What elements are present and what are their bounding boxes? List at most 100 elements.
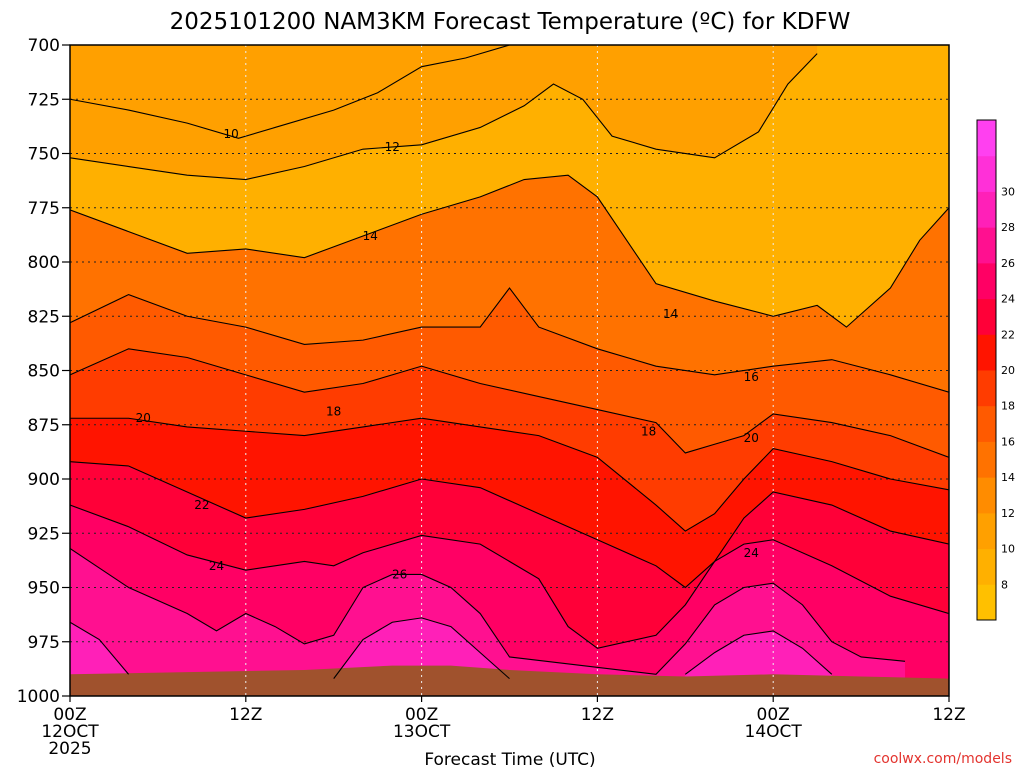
colorbar-label: 10 <box>1001 543 1015 556</box>
colorbar-swatch <box>977 370 996 407</box>
contour-label-text: 22 <box>194 498 209 512</box>
colorbar-label: 16 <box>1001 435 1015 448</box>
contour-label-text: 24 <box>209 559 224 573</box>
colorbar-label: 24 <box>1001 293 1015 306</box>
contour-label: 22 <box>194 498 209 512</box>
contour-label: 20 <box>136 411 151 425</box>
colorbar-swatch <box>977 298 996 335</box>
x-tick-label: 12Z <box>581 705 614 725</box>
contour-20 <box>70 417 949 532</box>
contour-label: 12 <box>385 140 400 154</box>
colorbar-swatch <box>977 477 996 514</box>
contour-label-text: 14 <box>363 229 378 243</box>
contour-22 <box>70 461 949 589</box>
colorbar-frame <box>976 119 997 621</box>
contour-label-text: 20 <box>744 431 759 445</box>
contour-label: 18 <box>641 424 656 438</box>
x-tick-label: 00Z <box>53 705 86 725</box>
x-tick-label: 00Z <box>757 705 790 725</box>
colorbar-label: 8 <box>1001 578 1008 591</box>
contour-26 <box>70 547 906 675</box>
contour-label: 24 <box>744 546 759 560</box>
colorbar-label: 28 <box>1001 221 1015 234</box>
colorbar-swatch <box>977 191 996 228</box>
contour-label-text: 18 <box>641 424 656 438</box>
contour-label: 20 <box>744 431 759 445</box>
colorbar-swatch <box>977 262 996 300</box>
y-tick-label: 800 <box>28 253 60 273</box>
y-tick-label: 950 <box>28 579 60 599</box>
y-tick-label: 850 <box>28 362 60 382</box>
colorbar-label: 22 <box>1001 328 1015 341</box>
y-tick-label: 725 <box>28 90 60 110</box>
contour-24 <box>70 504 949 649</box>
band-12-edge <box>70 45 818 180</box>
contour-lines <box>70 45 949 680</box>
contour-label-text: 14 <box>663 307 678 321</box>
y-tick-label: 975 <box>28 633 60 653</box>
x-tick-label: 12Z <box>932 705 965 725</box>
contour-12 <box>70 53 818 181</box>
credit-link[interactable]: coolwx.com/models <box>874 751 1012 767</box>
x-axis-title: Forecast Time (UTC) <box>424 750 595 768</box>
contour-label-text: 12 <box>385 140 400 154</box>
contour-label-text: 16 <box>744 370 759 384</box>
y-tick-label: 1000 <box>17 687 60 707</box>
contour-label-text: 26 <box>392 567 407 581</box>
contour-label: 16 <box>744 370 759 384</box>
contour-28 <box>333 617 510 680</box>
y-tick-label: 775 <box>28 199 60 219</box>
contour-label: 14 <box>363 229 378 243</box>
contour-18 <box>70 348 949 458</box>
y-tick-label: 875 <box>28 416 60 436</box>
contour-label-text: 20 <box>136 411 151 425</box>
contour-10 <box>70 45 510 139</box>
colorbar-label: 26 <box>1001 257 1015 270</box>
contour-28 <box>684 630 833 675</box>
colorbar: 8 10 12 14 16 18 20 22 24 26 28 30 <box>976 119 1015 621</box>
y-tick-label: 925 <box>28 524 60 544</box>
y-tick-label: 825 <box>28 307 60 327</box>
contour-16 <box>70 287 949 393</box>
contour-14 <box>70 174 949 328</box>
band-26-edge <box>70 548 906 696</box>
grid-lines <box>70 45 949 696</box>
contour-label: 24 <box>209 559 224 573</box>
colorbar-swatch <box>977 584 996 621</box>
y-tick-label: 900 <box>28 470 60 490</box>
contour-labels: 10 12 14 14 16 18 18 20 20 22 24 24 26 <box>136 127 759 582</box>
colorbar-label: 30 <box>1001 185 1015 198</box>
ground <box>70 665 949 696</box>
colorbar-label: 12 <box>1001 507 1015 520</box>
colorbar-swatch <box>977 120 996 157</box>
x-tick-label: 2025 <box>48 739 91 759</box>
colorbar-swatch <box>977 548 996 585</box>
x-tick-label: 12OCT <box>41 722 99 742</box>
colorbar-swatch <box>977 227 996 264</box>
contour-label-text: 10 <box>224 127 239 141</box>
colorbar-swatch <box>977 155 996 192</box>
colorbar-label: 14 <box>1001 471 1015 484</box>
chart-title: 2025101200 NAM3KM Forecast Temperature (… <box>170 9 851 35</box>
colorbar-swatch <box>977 441 996 478</box>
contour-label-text: 24 <box>744 546 759 560</box>
x-tick-label: 14OCT <box>745 722 803 742</box>
x-tick-label: 13OCT <box>393 722 451 742</box>
colorbar-swatch <box>977 405 996 442</box>
x-tick-label: 00Z <box>405 705 438 725</box>
x-tick-label: 12Z <box>229 705 262 725</box>
colorbar-label: 20 <box>1001 364 1015 377</box>
contour-label: 26 <box>392 567 407 581</box>
contour-label: 18 <box>326 405 341 419</box>
contour-28 <box>70 621 130 675</box>
y-tick-label: 700 <box>28 36 60 56</box>
contour-label: 14 <box>663 307 678 321</box>
y-tick-label: 750 <box>28 145 60 165</box>
contour-label: 10 <box>224 127 239 141</box>
colorbar-swatch <box>977 512 996 550</box>
colorbar-swatch <box>977 334 996 371</box>
colorbar-label: 18 <box>1001 400 1015 413</box>
contour-label-text: 18 <box>326 405 341 419</box>
